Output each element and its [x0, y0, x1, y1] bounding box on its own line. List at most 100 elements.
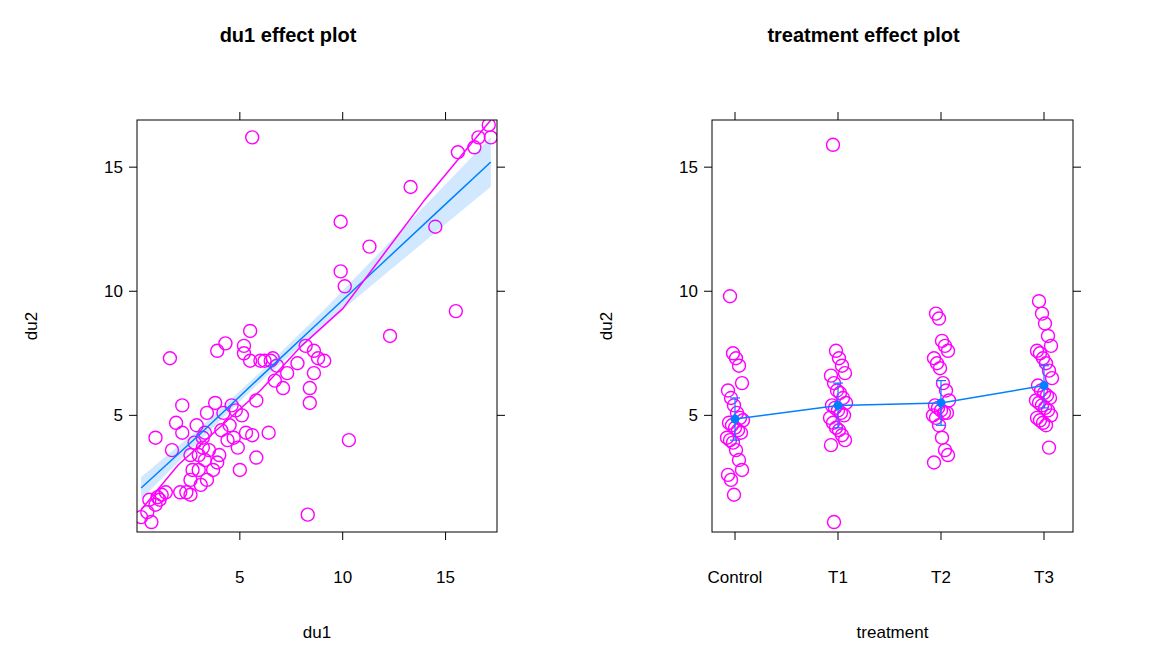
point [1033, 295, 1046, 308]
x-tick-label: T3 [1034, 568, 1054, 587]
point [825, 439, 838, 452]
x-tick-label: Control [708, 568, 763, 587]
point [246, 429, 259, 442]
point [839, 367, 852, 380]
point [833, 424, 846, 437]
point [834, 387, 847, 400]
point [404, 181, 417, 194]
point [250, 451, 263, 464]
x-tick-label: 10 [333, 568, 352, 587]
point [307, 344, 320, 357]
line [735, 386, 1044, 420]
error-bar-cap [833, 382, 843, 383]
point [730, 352, 743, 365]
y-tick [497, 415, 505, 416]
y-tick [129, 415, 137, 416]
chart-root: du1 effect plotdu1du25101551015treatment… [0, 0, 1152, 672]
point [939, 444, 952, 457]
error-bar-cap [730, 440, 740, 441]
point [1040, 419, 1053, 432]
point [176, 399, 189, 412]
point [303, 396, 316, 409]
point [1040, 357, 1053, 370]
point [342, 434, 355, 447]
error-bar [833, 383, 843, 428]
point [939, 339, 952, 352]
error-bar-cap [1039, 407, 1049, 408]
estimate-point [937, 398, 946, 407]
point [233, 463, 246, 476]
x-tick [735, 112, 736, 120]
x-tick-label: 15 [436, 568, 455, 587]
y-tick-label: 10 [679, 282, 698, 301]
x-tick-label: 5 [235, 568, 244, 587]
frame [137, 120, 497, 532]
error-bar-cap [936, 380, 946, 381]
x-tick [239, 532, 240, 540]
point [1037, 416, 1050, 429]
point [334, 265, 347, 278]
point [933, 312, 946, 325]
point [318, 354, 331, 367]
error-bar [936, 381, 946, 426]
point [184, 488, 197, 501]
point [307, 367, 320, 380]
point [836, 359, 849, 372]
point [149, 431, 162, 444]
y-tick [497, 291, 505, 292]
y-tick [1073, 167, 1081, 168]
point [163, 352, 176, 365]
point [833, 352, 846, 365]
panel: du1 effect plotdu1du25101551015 [22, 24, 505, 642]
line [141, 162, 491, 488]
point [736, 377, 749, 390]
point [1046, 372, 1059, 385]
point [211, 344, 224, 357]
point [277, 382, 290, 395]
point [933, 419, 946, 432]
point [200, 473, 213, 486]
plot-area [721, 138, 1059, 528]
point [930, 307, 943, 320]
y-tick [129, 167, 137, 168]
x-tick [239, 112, 240, 120]
estimate-point [1040, 381, 1049, 390]
point [928, 456, 941, 469]
point [250, 394, 263, 407]
plot-area [137, 120, 497, 529]
point [244, 354, 257, 367]
title: treatment effect plot [767, 24, 960, 46]
point [384, 329, 397, 342]
y-tick-label: 10 [104, 282, 123, 301]
point [942, 449, 955, 462]
point [827, 138, 840, 151]
point [736, 463, 749, 476]
x-tick [941, 112, 942, 120]
error-bar-cap [833, 427, 843, 428]
y-tick-label: 5 [114, 406, 123, 425]
y-tick [1073, 291, 1081, 292]
y-axis-label: du2 [22, 312, 41, 340]
point [231, 441, 244, 454]
point [928, 352, 941, 365]
point [449, 305, 462, 318]
y-tick-label: 15 [679, 158, 698, 177]
y-tick [129, 291, 137, 292]
point [451, 146, 464, 159]
point [301, 508, 314, 521]
point [724, 290, 737, 303]
point [207, 463, 220, 476]
x-tick-label: T1 [828, 568, 848, 587]
error-bar-cap [936, 425, 946, 426]
point [934, 362, 947, 375]
y-tick [704, 167, 712, 168]
point [830, 344, 843, 357]
point [727, 436, 740, 449]
x-tick [1044, 532, 1045, 540]
point [1037, 352, 1050, 365]
x-axis-label: du1 [303, 623, 331, 642]
point [219, 337, 232, 350]
error-bar-cap [1039, 365, 1049, 366]
x-tick [735, 532, 736, 540]
point [262, 426, 275, 439]
